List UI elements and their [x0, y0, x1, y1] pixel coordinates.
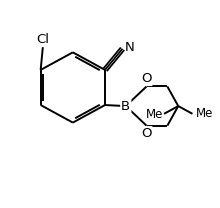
Text: Cl: Cl [36, 33, 49, 46]
Text: B: B [121, 100, 130, 113]
Text: N: N [125, 41, 135, 54]
Text: O: O [141, 72, 152, 85]
Text: Me: Me [146, 108, 163, 121]
Text: O: O [141, 127, 152, 140]
Text: Me: Me [196, 107, 213, 120]
